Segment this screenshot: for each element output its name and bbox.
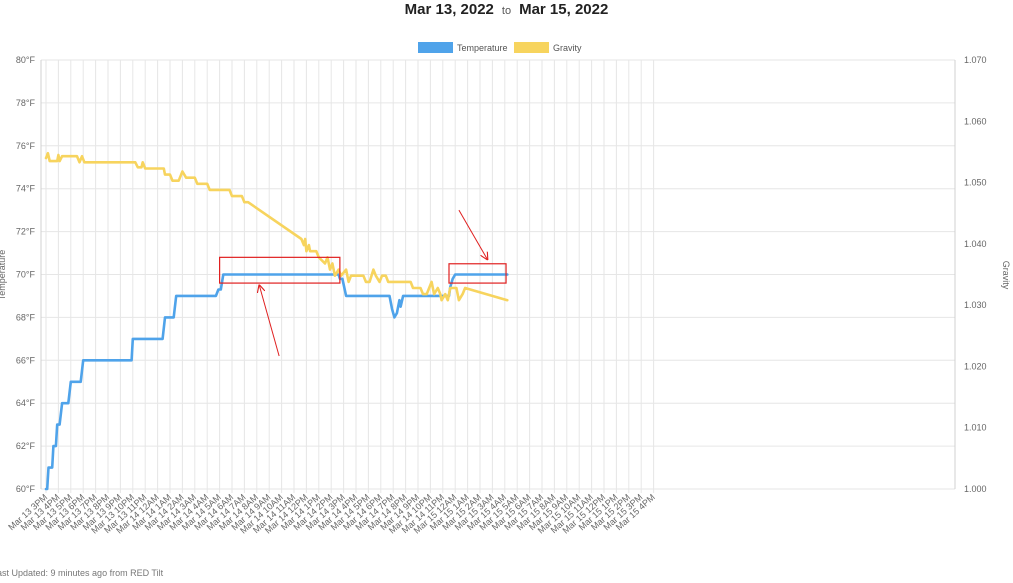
series-line-gravity <box>44 151 509 302</box>
annotation-arrow <box>458 209 488 259</box>
y-tick-left: 80°F <box>16 55 36 65</box>
legend[interactable]: Temperature Gravity <box>418 42 582 53</box>
chart-title: Mar 13, 2022 to Mar 15, 2022 <box>0 0 1013 20</box>
y-axis-left: 80°F 78°F 76°F 74°F 72°F 70°F 68°F 66°F 64°F 62°F… <box>16 55 36 494</box>
last-updated-text: ast Updated: 9 minutes ago from RED Tilt <box>0 568 164 578</box>
legend-swatch-temperature <box>418 42 453 53</box>
annotation-layer <box>219 209 507 357</box>
series-layer <box>44 151 509 491</box>
y-tick-left: 62°F <box>16 441 36 451</box>
y-tick-left: 72°F <box>16 227 36 237</box>
grid-lines <box>40 59 956 493</box>
annotation-box <box>219 256 341 284</box>
legend-label-gravity: Gravity <box>553 43 582 53</box>
y-tick-right: 1.070 <box>964 55 987 65</box>
y-tick-left: 78°F <box>16 98 36 108</box>
y-tick-right: 1.060 <box>964 116 987 126</box>
y-tick-left: 70°F <box>16 270 36 280</box>
y-tick-left: 74°F <box>16 184 36 194</box>
y-tick-right: 1.050 <box>964 178 987 188</box>
series-line-temperature <box>44 273 509 491</box>
y-tick-left: 68°F <box>16 312 36 322</box>
y-tick-left: 64°F <box>16 398 36 408</box>
date-separator: to <box>501 5 512 17</box>
y-axis-right-label: Gravity <box>1001 261 1011 290</box>
y-tick-right: 1.010 <box>964 423 987 433</box>
date-from: Mar 13, 2022 <box>404 1 494 18</box>
y-tick-left: 60°F <box>16 484 36 494</box>
y-axis-left-label: Temperature <box>0 250 7 301</box>
y-tick-right: 1.020 <box>964 361 987 371</box>
legend-label-temperature: Temperature <box>457 43 508 53</box>
annotation-box <box>448 263 507 284</box>
y-tick-left: 76°F <box>16 141 36 151</box>
date-to: Mar 15, 2022 <box>519 1 609 18</box>
y-tick-left: 66°F <box>16 355 36 365</box>
annotation-arrow <box>259 285 280 357</box>
y-tick-right: 1.000 <box>964 484 987 494</box>
y-axis-right: 1.070 1.060 1.050 1.040 1.030 1.020 1.010 1.000 <box>964 55 987 494</box>
y-tick-right: 1.030 <box>964 300 987 310</box>
y-tick-right: 1.040 <box>964 239 987 249</box>
legend-swatch-gravity <box>514 42 549 53</box>
